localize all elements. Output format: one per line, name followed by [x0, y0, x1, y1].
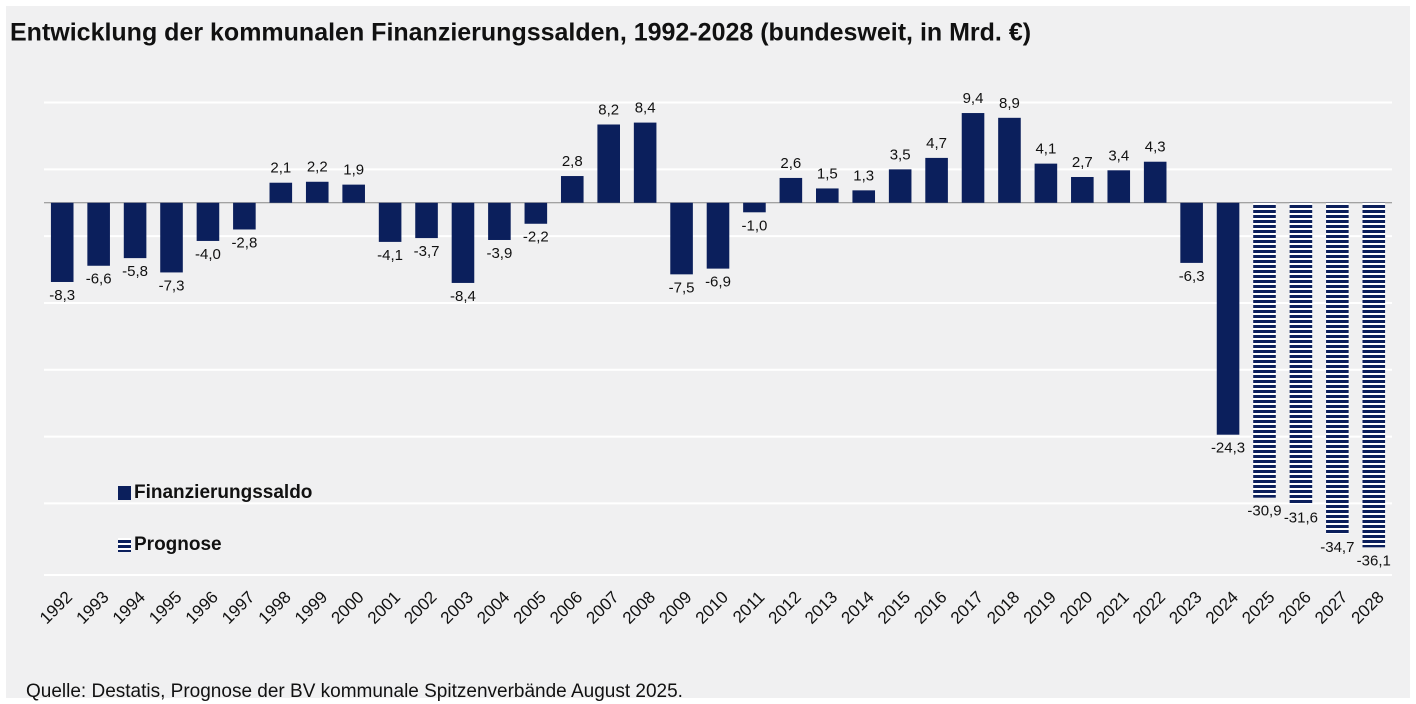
bar: [123, 202, 147, 259]
value-label: 4,7: [926, 135, 947, 152]
bar: [451, 202, 475, 283]
value-label: 8,9: [999, 95, 1020, 112]
value-label: -3,9: [486, 245, 512, 262]
value-label: -8,4: [450, 288, 476, 305]
bar: [998, 117, 1021, 203]
bar: [269, 182, 293, 203]
bar: [524, 202, 548, 224]
bar: [1289, 202, 1313, 505]
value-label: 2,6: [780, 155, 801, 172]
value-label: 2,2: [307, 159, 328, 176]
bar: [1071, 176, 1094, 203]
bar: [196, 202, 220, 241]
source-note: Quelle: Destatis, Prognose der BV kommun…: [26, 681, 683, 702]
value-label: -7,3: [159, 277, 185, 294]
value-label: -36,1: [1357, 552, 1391, 569]
bar: [888, 169, 912, 203]
value-label: 2,7: [1072, 154, 1093, 171]
value-label: 2,1: [270, 160, 291, 177]
value-label: 2,8: [562, 153, 583, 170]
value-label: 4,3: [1145, 139, 1166, 156]
value-label: -30,9: [1247, 503, 1281, 520]
background: [6, 6, 1410, 698]
bar: [342, 184, 365, 203]
bar: [706, 202, 730, 269]
value-label: -4,1: [377, 247, 403, 264]
value-label: 8,2: [598, 101, 619, 118]
value-label: -5,8: [122, 263, 148, 280]
value-label: -34,7: [1320, 539, 1354, 556]
bar: [87, 202, 110, 266]
bar: [1107, 170, 1131, 203]
bar: [1034, 163, 1058, 203]
value-label: -6,6: [86, 271, 112, 288]
legend-label: Prognose: [134, 534, 222, 555]
value-label: 1,9: [343, 162, 364, 179]
bar: [633, 122, 657, 203]
value-label: -7,5: [669, 279, 695, 296]
value-label: -2,2: [523, 229, 549, 246]
value-label: 3,5: [890, 146, 911, 163]
bar: [488, 202, 511, 240]
bar: [961, 113, 985, 203]
value-label: 8,4: [635, 100, 656, 117]
bar: [1143, 161, 1167, 203]
bar: [816, 188, 839, 203]
value-label: -8,3: [49, 287, 75, 304]
bar: [743, 202, 766, 213]
value-label: 4,1: [1035, 141, 1056, 158]
legend-swatch: [118, 486, 131, 500]
bar: [233, 202, 256, 230]
bar: [378, 202, 402, 242]
value-label: -2,8: [231, 234, 257, 251]
bar: [779, 177, 803, 203]
bar: [415, 202, 438, 239]
bar: [1362, 202, 1386, 548]
bar: [1253, 202, 1276, 498]
bar: [925, 157, 948, 203]
bar: [160, 202, 183, 273]
chart-title: Entwicklung der kommunalen Finanzierungs…: [10, 19, 1031, 47]
value-label: -1,0: [742, 217, 768, 234]
value-label: 1,5: [817, 165, 838, 182]
bar: [1216, 202, 1240, 435]
value-label: 9,4: [963, 90, 984, 107]
legend-label: Finanzierungssaldo: [134, 482, 312, 503]
bar: [852, 190, 876, 203]
bar: [1180, 202, 1203, 263]
value-label: -24,3: [1211, 440, 1245, 457]
bar: [1326, 202, 1349, 534]
bar: [305, 181, 329, 203]
value-label: -3,7: [414, 243, 440, 260]
bar: [670, 202, 693, 275]
bar: [597, 124, 620, 203]
bar: [50, 202, 74, 282]
value-label: -31,6: [1284, 509, 1318, 526]
bar: [560, 176, 584, 203]
legend-swatch: [118, 538, 131, 552]
value-label: -6,9: [705, 274, 731, 291]
value-label: 3,4: [1108, 147, 1129, 164]
value-label: -4,0: [195, 246, 221, 263]
value-label: 1,3: [853, 167, 874, 184]
value-label: -6,3: [1179, 268, 1205, 285]
